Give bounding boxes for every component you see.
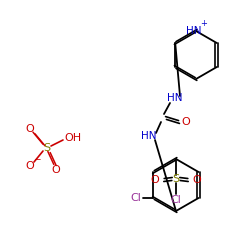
Text: +: + (200, 20, 207, 28)
Text: HN: HN (167, 93, 183, 103)
Text: OH: OH (64, 133, 82, 143)
Text: O: O (182, 117, 190, 127)
Text: S: S (172, 174, 180, 184)
Text: S: S (44, 143, 51, 153)
Text: HN: HN (186, 26, 202, 36)
Text: O: O (150, 175, 160, 185)
Text: O: O (192, 175, 202, 185)
Text: O: O (26, 161, 34, 171)
Text: HN: HN (141, 131, 157, 141)
Text: Cl: Cl (130, 193, 141, 203)
Text: O: O (26, 124, 34, 134)
Text: O: O (52, 165, 60, 175)
Text: Cl: Cl (170, 195, 181, 205)
Text: −: − (33, 154, 41, 164)
